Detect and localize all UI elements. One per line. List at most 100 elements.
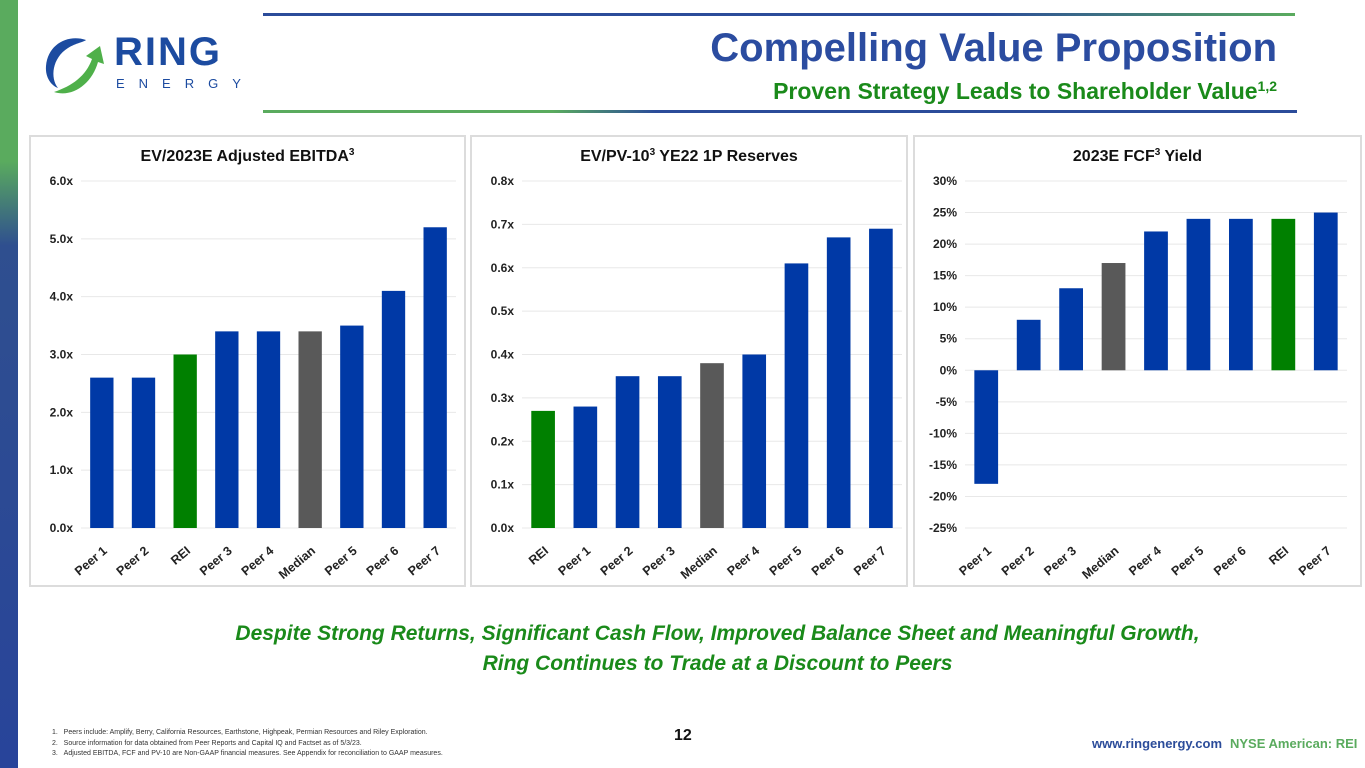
bar-peer-5 [1186, 218, 1211, 371]
y-tick-label: -15% [929, 458, 957, 472]
website-link[interactable]: www.ringenergy.com [1092, 736, 1223, 751]
y-tick-label: 0.0x [491, 521, 515, 535]
x-category-label: Peer 1 [956, 544, 994, 579]
y-tick-label: 6.0x [50, 174, 74, 188]
x-category-label: Peer 4 [239, 544, 277, 579]
y-tick-label: 15% [933, 269, 957, 283]
x-category-label: Median [276, 544, 318, 582]
x-category-label: Peer 5 [1169, 544, 1207, 579]
footnote-2: 2. Source information for data obtained … [52, 739, 362, 747]
x-category-label: Peer 5 [767, 544, 805, 579]
bar-peer-4 [742, 354, 767, 528]
y-tick-label: 20% [933, 237, 957, 251]
ring-energy-logo: RING ENERGY [42, 30, 242, 100]
y-tick-label: 3.0x [50, 348, 74, 362]
bar-rei [531, 410, 555, 528]
header-bottom-rule [263, 110, 1297, 113]
y-tick-label: 0.6x [491, 261, 515, 275]
bar-peer-6 [826, 237, 851, 528]
page-subtitle: Proven Strategy Leads to Shareholder Val… [773, 72, 1277, 105]
y-tick-label: 0.7x [491, 217, 515, 231]
page-title: Compelling Value Proposition [710, 26, 1277, 70]
chart-title-text: 2023E FCF [1073, 148, 1155, 165]
y-tick-label: 0% [940, 363, 958, 377]
x-category-label: Median [678, 544, 720, 582]
bar-peer-2 [615, 376, 640, 528]
y-tick-label: 5% [940, 332, 958, 346]
bar-peer-6 [1229, 218, 1253, 371]
y-tick-label: 2.0x [50, 405, 74, 419]
tagline-line-2: Ring Continues to Trade at a Discount to… [482, 652, 953, 675]
footnote-3: 3. Adjusted EBITDA, FCF and PV-10 are No… [52, 750, 443, 757]
x-category-label: Peer 6 [1211, 544, 1249, 579]
chart-title-sup: 3 [1155, 147, 1161, 158]
side-accent-bar [0, 0, 18, 768]
stock-ticker: NYSE American: REI [1230, 736, 1358, 751]
y-tick-label: -25% [929, 521, 957, 535]
subtitle-text: Proven Strategy Leads to Shareholder Val… [773, 78, 1258, 104]
chart-title: EV/PV-103 YE22 1P Reserves [580, 147, 798, 165]
y-tick-label: -5% [936, 395, 958, 409]
x-category-label: Peer 7 [851, 544, 889, 579]
chart-title-text: EV/PV-10 [580, 148, 649, 165]
y-tick-label: 5.0x [50, 232, 74, 246]
x-category-label: Peer 7 [405, 544, 443, 579]
x-category-label: REI [526, 544, 551, 568]
y-tick-label: 0.1x [491, 478, 515, 492]
chart-panel-fcf-yield: 2023E FCF3 Yield -25% -20% -15% -10% -5% 0% 5% 1… [913, 135, 1362, 587]
bar-peer-3 [1059, 288, 1083, 371]
x-category-label: Median [1079, 544, 1121, 582]
bar-median [1101, 263, 1126, 371]
y-tick-label: 0.4x [491, 348, 515, 362]
bar-rei [173, 354, 197, 528]
x-category-label: REI [1266, 544, 1291, 568]
ring-arrow-icon [45, 38, 104, 94]
x-category-label: Peer 7 [1296, 544, 1334, 579]
bar-peer-7 [1313, 212, 1338, 371]
logo-subtext: ENERGY [116, 76, 255, 91]
x-category-label: Peer 1 [556, 544, 594, 579]
chart-title-suffix: YE22 1P Reserves [655, 148, 798, 165]
x-category-label: Peer 5 [322, 544, 360, 579]
bar-peer-3 [215, 331, 239, 528]
bar-peer-2 [131, 377, 156, 528]
x-category-label: Peer 3 [197, 544, 235, 579]
chart-title: 2023E FCF3 Yield [1073, 147, 1202, 165]
x-category-label: Peer 4 [724, 544, 762, 579]
bar-peer-4 [256, 331, 281, 528]
bar-rei [1271, 218, 1296, 371]
bar-peer-7 [869, 228, 893, 528]
x-category-label: Peer 3 [640, 544, 678, 579]
tagline-line-1: Despite Strong Returns, Significant Cash… [235, 622, 1200, 645]
y-tick-label: 0.5x [491, 304, 515, 318]
y-tick-label: 0.0x [50, 521, 74, 535]
chart-fcf-yield: 2023E FCF3 Yield -25% -20% -15% -10% -5% 0% 5% 1… [929, 147, 1347, 582]
y-tick-label: -10% [929, 426, 957, 440]
x-category-label: Peer 3 [1041, 544, 1079, 579]
y-tick-label: -20% [929, 489, 957, 503]
footnote-1: 1. Peers include: Amplify, Berry, Califo… [52, 729, 428, 736]
bar-peer-1 [90, 377, 114, 528]
bar-peer-5 [340, 325, 364, 528]
x-category-label: Peer 2 [598, 544, 636, 579]
chart-title-suffix: Yield [1160, 148, 1202, 165]
bar-peer-5 [784, 263, 809, 528]
y-tick-label: 10% [933, 300, 957, 314]
x-category-label: Peer 2 [999, 544, 1037, 579]
y-tick-label: 4.0x [50, 290, 74, 304]
y-tick-label: 0.2x [491, 434, 515, 448]
bar-median [700, 363, 724, 528]
chart-panel-ebitda: EV/2023E Adjusted EBITDA3 0.0x 1.0x 2.0x 3.0… [29, 135, 466, 587]
y-tick-label: 0.3x [491, 391, 515, 405]
x-category-label: Peer 1 [72, 544, 110, 579]
logo-text: RING [114, 30, 222, 74]
chart-ev-pv10: EV/PV-103 YE22 1P Reserves 0.0x 0.1x 0.2x 0.… [491, 147, 902, 582]
bar-peer-1 [974, 370, 999, 484]
x-category-label: Peer 4 [1126, 544, 1164, 579]
chart-title-sup: 3 [349, 147, 355, 158]
chart-title: EV/2023E Adjusted EBITDA3 [141, 147, 355, 165]
chart-panel-pv10: EV/PV-103 YE22 1P Reserves 0.0x 0.1x 0.2x 0.… [470, 135, 908, 587]
y-tick-label: 25% [933, 206, 957, 220]
y-tick-label: 30% [933, 174, 957, 188]
bar-peer-2 [1016, 319, 1041, 371]
